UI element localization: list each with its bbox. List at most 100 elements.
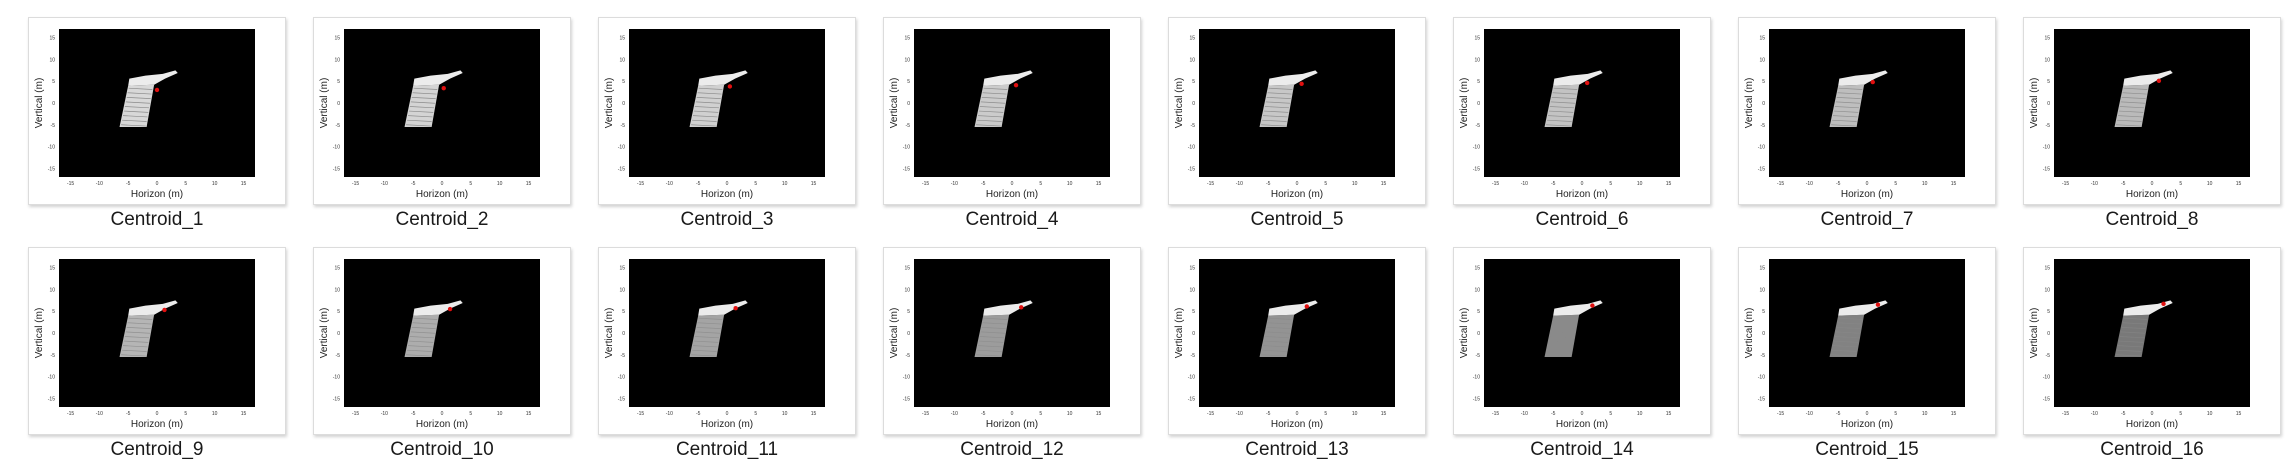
x-axis-label: Horizon (m) — [131, 419, 183, 430]
y-tick-label: -10 — [333, 375, 340, 381]
file-name-label[interactable]: Centroid_1 — [110, 209, 204, 230]
y-tick-label: 0 — [337, 331, 340, 337]
y-tick-label: -10 — [903, 375, 910, 381]
thumbnail-preview[interactable]: -15 -10 -5 0 5 10 15 -15 -10 -5 0 5 10 15 Horizon (m) V… — [2023, 17, 2281, 205]
object-silhouette — [689, 300, 748, 357]
file-thumbnail-item[interactable]: -15 -10 -5 0 5 10 15 -15 -10 -5 0 5 10 15 Horizon (m) V… — [28, 247, 286, 467]
x-tick-label: -5 — [2121, 411, 2126, 417]
x-tick-label: 10 — [212, 411, 218, 417]
y-tick-label: 10 — [334, 287, 340, 293]
file-name-label[interactable]: Centroid_16 — [2100, 439, 2204, 460]
file-thumbnail-item[interactable]: -15 -10 -5 0 5 10 15 -15 -10 -5 0 5 10 15 Horizon (m) V… — [883, 17, 1141, 237]
x-tick-label: 0 — [1866, 181, 1869, 187]
file-name-label[interactable]: Centroid_9 — [110, 439, 204, 460]
centroid-marker — [1019, 305, 1024, 310]
x-tick-label: 0 — [1011, 181, 1014, 187]
file-thumbnail-item[interactable]: -15 -10 -5 0 5 10 15 -15 -10 -5 0 5 10 15 Horizon (m) V… — [1453, 247, 1711, 467]
file-thumbnail-item[interactable]: -15 -10 -5 0 5 10 15 -15 -10 -5 0 5 10 15 Horizon (m) V… — [1738, 247, 1996, 467]
file-name-label[interactable]: Centroid_5 — [1250, 209, 1344, 230]
file-thumbnail-item[interactable]: -15 -10 -5 0 5 10 15 -15 -10 -5 0 5 10 15 Horizon (m) V… — [1453, 17, 1711, 237]
thumbnail-preview[interactable]: -15 -10 -5 0 5 10 15 -15 -10 -5 0 5 10 15 Horizon (m) V… — [883, 247, 1141, 435]
x-tick-label: -5 — [1266, 411, 1271, 417]
x-tick-label: -10 — [666, 181, 673, 187]
thumbnail-preview[interactable]: -15 -10 -5 0 5 10 15 -15 -10 -5 0 5 10 15 Horizon (m) V… — [28, 247, 286, 435]
y-tick-label: 15 — [334, 266, 340, 272]
plot-image: -15 -10 -5 0 5 10 15 -15 -10 -5 0 5 10 15 Horizon (m) V… — [1459, 29, 1680, 200]
x-tick-label: -10 — [96, 411, 103, 417]
file-thumbnail-item[interactable]: -15 -10 -5 0 5 10 15 -15 -10 -5 0 5 10 15 Horizon (m) V… — [28, 17, 286, 237]
thumbnail-preview[interactable]: -15 -10 -5 0 5 10 15 -15 -10 -5 0 5 10 15 Horizon (m) V… — [1453, 17, 1711, 205]
thumbnail-preview[interactable]: -15 -10 -5 0 5 10 15 -15 -10 -5 0 5 10 15 Horizon (m) V… — [598, 247, 856, 435]
thumbnail-preview[interactable]: -15 -10 -5 0 5 10 15 -15 -10 -5 0 5 10 15 Horizon (m) V… — [1168, 247, 1426, 435]
x-tick-label: 5 — [1039, 411, 1042, 417]
x-tick-label: -15 — [1777, 181, 1784, 187]
centroid-marker — [441, 86, 446, 91]
y-tick-label: -15 — [618, 166, 625, 172]
file-thumbnail-item[interactable]: -15 -10 -5 0 5 10 15 -15 -10 -5 0 5 10 15 Horizon (m) V… — [1738, 17, 1996, 237]
plot-image: -15 -10 -5 0 5 10 15 -15 -10 -5 0 5 10 15 Horizon (m) V… — [34, 259, 255, 430]
file-name-label[interactable]: Centroid_14 — [1530, 439, 1634, 460]
thumbnail-preview[interactable]: -15 -10 -5 0 5 10 15 -15 -10 -5 0 5 10 15 Horizon (m) V… — [1168, 17, 1426, 205]
file-name-label[interactable]: Centroid_13 — [1245, 439, 1349, 460]
plot-area — [1199, 29, 1395, 177]
x-tick-label: -15 — [637, 411, 644, 417]
y-tick-label: -5 — [1191, 353, 1196, 359]
y-tick-label: 15 — [1474, 36, 1480, 42]
plot-image: -15 -10 -5 0 5 10 15 -15 -10 -5 0 5 10 15 Horizon (m) V… — [604, 259, 825, 430]
y-tick-label: 15 — [904, 266, 910, 272]
file-name-label[interactable]: Centroid_11 — [675, 439, 779, 460]
thumbnail-preview[interactable]: -15 -10 -5 0 5 10 15 -15 -10 -5 0 5 10 15 Horizon (m) V… — [28, 17, 286, 205]
thumbnail-preview[interactable]: -15 -10 -5 0 5 10 15 -15 -10 -5 0 5 10 15 Horizon (m) V… — [883, 17, 1141, 205]
y-axis-label: Vertical (m) — [2029, 308, 2040, 359]
file-name-label[interactable]: Centroid_6 — [1535, 209, 1629, 230]
x-tick-label: -5 — [1551, 411, 1556, 417]
y-axis-label: Vertical (m) — [319, 308, 330, 359]
y-axis-label: Vertical (m) — [889, 308, 900, 359]
y-tick-label: -10 — [2043, 145, 2050, 151]
file-thumbnail-item[interactable]: -15 -10 -5 0 5 10 15 -15 -10 -5 0 5 10 15 Horizon (m) V… — [883, 247, 1141, 467]
y-tick-label: -15 — [1188, 396, 1195, 402]
file-thumbnail-item[interactable]: -15 -10 -5 0 5 10 15 -15 -10 -5 0 5 10 15 Horizon (m) V… — [598, 247, 856, 467]
thumbnail-preview[interactable]: -15 -10 -5 0 5 10 15 -15 -10 -5 0 5 10 15 Horizon (m) V… — [313, 17, 571, 205]
file-thumbnail-item[interactable]: -15 -10 -5 0 5 10 15 -15 -10 -5 0 5 10 15 Horizon (m) V… — [2023, 247, 2281, 467]
file-thumbnail-item[interactable]: -15 -10 -5 0 5 10 15 -15 -10 -5 0 5 10 15 Horizon (m) V… — [598, 17, 856, 237]
file-name-label[interactable]: Centroid_12 — [960, 439, 1064, 460]
file-name-label[interactable]: Centroid_3 — [680, 209, 774, 230]
thumbnail-preview[interactable]: -15 -10 -5 0 5 10 15 -15 -10 -5 0 5 10 15 Horizon (m) V… — [1738, 247, 1996, 435]
x-tick-label: 5 — [1324, 181, 1327, 187]
thumbnail-preview[interactable]: -15 -10 -5 0 5 10 15 -15 -10 -5 0 5 10 15 Horizon (m) V… — [598, 17, 856, 205]
file-name-label[interactable]: Centroid_10 — [390, 439, 494, 460]
x-axis-label: Horizon (m) — [1271, 189, 1323, 200]
x-tick-label: -15 — [2062, 411, 2069, 417]
y-tick-label: -15 — [1758, 396, 1765, 402]
x-tick-label: 10 — [782, 411, 788, 417]
y-tick-label: -5 — [51, 123, 56, 129]
thumbnail-preview[interactable]: -15 -10 -5 0 5 10 15 -15 -10 -5 0 5 10 15 Horizon (m) V… — [313, 247, 571, 435]
x-tick-label: -5 — [981, 411, 986, 417]
y-tick-label: 5 — [1477, 309, 1480, 315]
x-tick-label: 5 — [2179, 181, 2182, 187]
file-thumbnail-item[interactable]: -15 -10 -5 0 5 10 15 -15 -10 -5 0 5 10 15 Horizon (m) V… — [313, 17, 571, 237]
object-silhouette — [2114, 300, 2173, 357]
x-axis-label: Horizon (m) — [1841, 189, 1893, 200]
file-thumbnail-item[interactable]: -15 -10 -5 0 5 10 15 -15 -10 -5 0 5 10 15 Horizon (m) V… — [1168, 247, 1426, 467]
file-name-label[interactable]: Centroid_4 — [965, 209, 1059, 230]
file-thumbnail-item[interactable]: -15 -10 -5 0 5 10 15 -15 -10 -5 0 5 10 15 Horizon (m) V… — [2023, 17, 2281, 237]
x-tick-label: 10 — [497, 411, 503, 417]
x-tick-label: 15 — [1951, 411, 1957, 417]
file-name-label[interactable]: Centroid_2 — [395, 209, 489, 230]
file-name-label[interactable]: Centroid_7 — [1820, 209, 1914, 230]
file-thumbnail-item[interactable]: -15 -10 -5 0 5 10 15 -15 -10 -5 0 5 10 15 Horizon (m) V… — [313, 247, 571, 467]
y-tick-label: 5 — [52, 79, 55, 85]
file-name-label[interactable]: Centroid_15 — [1815, 439, 1919, 460]
thumbnail-preview[interactable]: -15 -10 -5 0 5 10 15 -15 -10 -5 0 5 10 15 Horizon (m) V… — [1453, 247, 1711, 435]
y-tick-label: 5 — [907, 309, 910, 315]
y-tick-label: 10 — [619, 57, 625, 63]
y-tick-label: 15 — [2044, 266, 2050, 272]
thumbnail-preview[interactable]: -15 -10 -5 0 5 10 15 -15 -10 -5 0 5 10 15 Horizon (m) V… — [1738, 17, 1996, 205]
y-tick-label: -10 — [1473, 145, 1480, 151]
x-tick-label: -5 — [126, 181, 131, 187]
thumbnail-preview[interactable]: -15 -10 -5 0 5 10 15 -15 -10 -5 0 5 10 15 Horizon (m) V… — [2023, 247, 2281, 435]
file-name-label[interactable]: Centroid_8 — [2105, 209, 2199, 230]
file-thumbnail-item[interactable]: -15 -10 -5 0 5 10 15 -15 -10 -5 0 5 10 15 Horizon (m) V… — [1168, 17, 1426, 237]
